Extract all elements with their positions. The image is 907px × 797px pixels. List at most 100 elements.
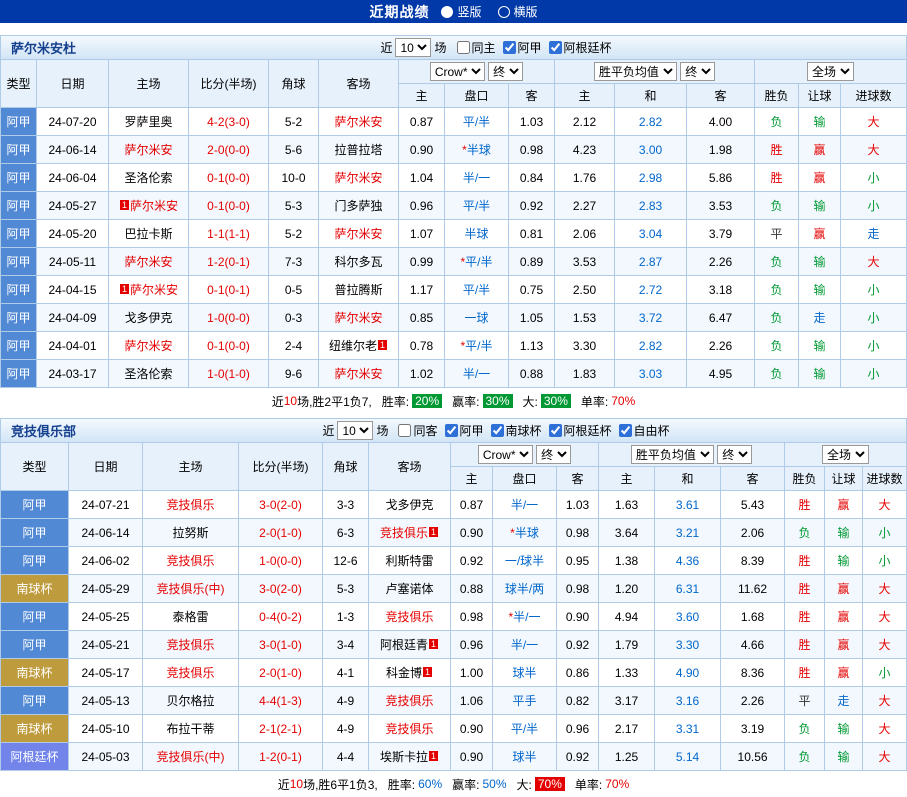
col-away: 客场 (369, 443, 451, 491)
asia-handicap-cell: *半球 (493, 519, 557, 547)
home-team-cell: 1萨尔米安 (109, 276, 189, 304)
col-score: 比分(半场) (189, 60, 269, 108)
result-goals-cell: 大 (863, 491, 907, 519)
team-name-text: 普拉腾斯 (334, 283, 382, 297)
europe-time-select[interactable]: 终 (680, 62, 715, 81)
corner-cell: 6-3 (323, 519, 369, 547)
checkbox-label: 阿甲 (460, 422, 484, 439)
filter-checkbox[interactable]: 阿根廷杯 (549, 39, 612, 56)
team-name-text: 拉普拉塔 (334, 143, 382, 157)
corner-cell: 5-2 (269, 108, 319, 136)
asia-away-odds: 1.13 (509, 332, 555, 360)
checkbox-label: 同主 (472, 39, 496, 56)
result-wdl-cell: 胜 (785, 491, 825, 519)
scope-select[interactable]: 全场 (807, 62, 854, 81)
score-cell: 0-1(0-0) (189, 164, 269, 192)
europe-home-odds: 1.38 (599, 547, 655, 575)
asia-home-odds: 1.06 (451, 687, 493, 715)
europe-draw-odds: 3.16 (655, 687, 721, 715)
match-row: 阿甲24-04-01萨尔米安0-1(0-0)2-4纽维尔老10.78*平/半1.… (1, 332, 907, 360)
filter-checkbox[interactable]: 南球杯 (491, 422, 542, 439)
bookmaker-select[interactable]: Crow* (430, 62, 485, 81)
result-handicap-cell: 赢 (799, 220, 841, 248)
europe-home-odds: 4.94 (599, 603, 655, 631)
checkbox-input[interactable] (503, 41, 516, 54)
home-team-cell: 贝尔格拉 (143, 687, 239, 715)
europe-home-odds: 1.25 (599, 743, 655, 771)
scope-select[interactable]: 全场 (822, 445, 869, 464)
result-goals-cell: 大 (863, 715, 907, 743)
result-goals-cell: 大 (863, 603, 907, 631)
red-card-badge: 1 (429, 751, 438, 761)
europe-home-odds: 1.83 (555, 360, 615, 388)
asia-time-select[interactable]: 终 (536, 445, 571, 464)
away-team-cell: 利斯特雷 (369, 547, 451, 575)
result-wdl-cell: 胜 (755, 136, 799, 164)
asia-time-select[interactable]: 终 (488, 62, 523, 81)
score-cell: 1-0(0-0) (239, 547, 323, 575)
filter-checkbox[interactable]: 同客 (398, 422, 437, 439)
layout-radio-selected[interactable]: 竖版 (441, 3, 481, 20)
footer-stat-label: 大: (523, 393, 538, 410)
asia-handicap-cell: *半球 (445, 136, 509, 164)
checkbox-input[interactable] (445, 424, 458, 437)
home-team-cell: 竞技俱乐 (143, 631, 239, 659)
asia-handicap-cell: 一球 (445, 304, 509, 332)
away-team-cell: 埃斯卡拉1 (369, 743, 451, 771)
result-handicap-cell: 输 (825, 743, 863, 771)
team1-summary: 近10场,胜2平1负7,胜率:20%赢率:30%大:30%单率:70% (0, 388, 907, 414)
result-goals-cell: 小 (841, 164, 907, 192)
match-row: 南球杯24-05-17竞技俱乐2-0(1-0)4-1科金博11.00球半0.86… (1, 659, 907, 687)
focus-team-name: 竞技俱乐 (385, 694, 433, 708)
result-wdl-cell: 负 (755, 192, 799, 220)
footer-stat-label: 单率: (575, 776, 602, 793)
upset-star: * (508, 610, 513, 624)
match-count-select[interactable]: 10 (395, 38, 431, 57)
filter-checkbox[interactable]: 阿甲 (503, 39, 542, 56)
result-wdl-cell: 负 (755, 332, 799, 360)
result-goals-cell: 大 (841, 248, 907, 276)
asia-home-odds: 0.99 (399, 248, 445, 276)
filter-checkbox[interactable]: 同主 (457, 39, 496, 56)
europe-home-odds: 2.50 (555, 276, 615, 304)
league-type-cell: 阿甲 (1, 491, 69, 519)
asia-home-odds: 0.90 (451, 743, 493, 771)
checkbox-input[interactable] (457, 41, 470, 54)
europe-time-select[interactable]: 终 (717, 445, 752, 464)
asia-handicap-cell: 平/半 (445, 192, 509, 220)
date-cell: 24-05-21 (69, 631, 143, 659)
filter-checkbox[interactable]: 自由杯 (619, 422, 670, 439)
checkbox-input[interactable] (491, 424, 504, 437)
checkbox-input[interactable] (619, 424, 632, 437)
europe-odds-select[interactable]: 胜平负均值 (594, 62, 677, 81)
bookmaker-select[interactable]: Crow* (478, 445, 533, 464)
league-type-cell: 阿甲 (1, 304, 37, 332)
league-type-cell: 阿甲 (1, 631, 69, 659)
checkbox-label: 自由杯 (634, 422, 670, 439)
home-team-cell: 竞技俱乐 (143, 659, 239, 687)
col-type: 类型 (1, 443, 69, 491)
layout-radio-option[interactable]: 横版 (498, 3, 538, 20)
col-home: 主场 (109, 60, 189, 108)
result-goals-cell: 大 (841, 108, 907, 136)
team-name-text: 埃斯卡拉 (380, 750, 428, 764)
away-team-cell: 萨尔米安 (319, 304, 399, 332)
team-name-text: 巴拉卡斯 (124, 227, 172, 241)
europe-odds-select[interactable]: 胜平负均值 (631, 445, 714, 464)
checkbox-input[interactable] (549, 424, 562, 437)
filter-checkbox[interactable]: 阿甲 (445, 422, 484, 439)
europe-draw-odds: 3.04 (615, 220, 687, 248)
match-row: 阿甲24-04-09戈多伊克1-0(0-0)0-3萨尔米安0.85一球1.051… (1, 304, 907, 332)
asia-handicap-cell: 平手 (493, 687, 557, 715)
filter-checkbox[interactable]: 阿根廷杯 (549, 422, 612, 439)
asia-handicap-cell: 平/半 (493, 715, 557, 743)
away-team-cell: 拉普拉塔 (319, 136, 399, 164)
match-count-select[interactable]: 10 (337, 421, 373, 440)
league-type-cell: 阿甲 (1, 603, 69, 631)
result-wdl-cell: 负 (755, 304, 799, 332)
checkbox-input[interactable] (398, 424, 411, 437)
checkbox-input[interactable] (549, 41, 562, 54)
col-away: 客场 (319, 60, 399, 108)
col-asia-home: 主 (451, 467, 493, 491)
away-team-cell: 戈多伊克 (369, 491, 451, 519)
